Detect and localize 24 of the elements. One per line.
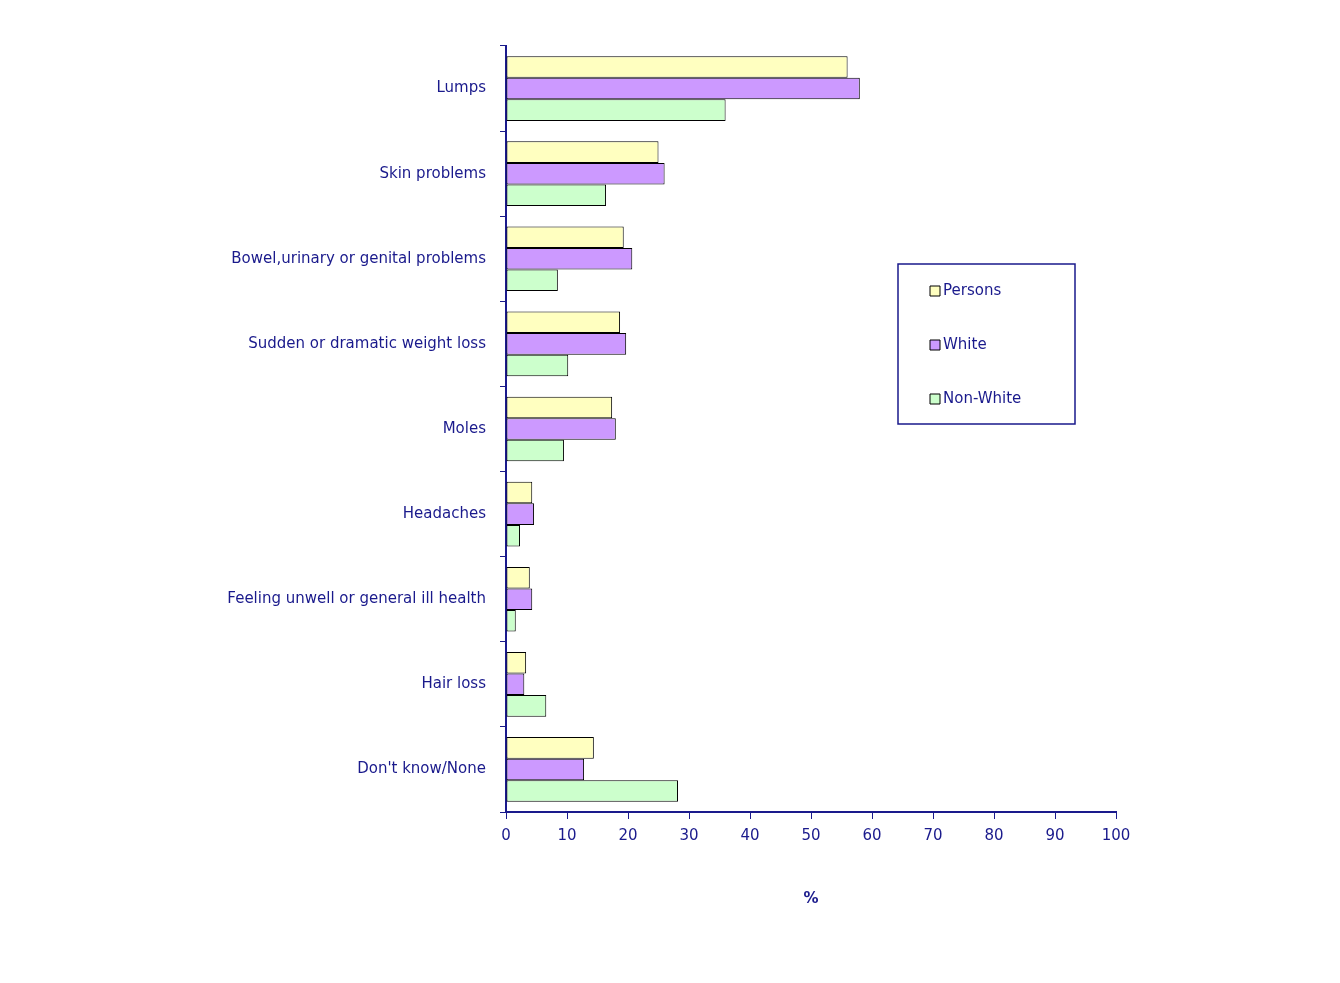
x-tick-label: 100 [1101,825,1131,844]
y-tick-label: Moles [442,418,487,437]
x-tick-label: 70 [923,825,943,844]
x-tick-label: 10 [557,825,577,844]
y-tick-label: Don't know/None [357,759,486,778]
x-tick-label: 30 [679,825,699,844]
x-axis-title: % [803,888,819,907]
x-tick-label: 60 [862,825,882,844]
y-tick-label: Feeling unwell or general ill health [227,589,486,608]
y-tick-label: Hair loss [421,674,487,693]
x-tick-label: 20 [618,825,638,844]
x-tick-label: 80 [984,825,1004,844]
y-tick-label: Lumps [436,78,487,97]
legend-label: Non-White [943,388,1022,407]
y-tick-label: Skin problems [379,163,487,182]
legend-label: White [943,334,987,353]
y-tick-label: Bowel,urinary or genital problems [231,248,487,267]
legend-label: Persons [943,280,1002,299]
x-tick-label: 0 [501,825,511,844]
x-tick-label: 90 [1045,825,1065,844]
x-tick-label: 40 [740,825,760,844]
y-tick-label: Headaches [402,504,487,522]
y-tick-label: Sudden or dramatic weight loss [248,333,487,352]
x-tick-label: 50 [801,825,821,844]
